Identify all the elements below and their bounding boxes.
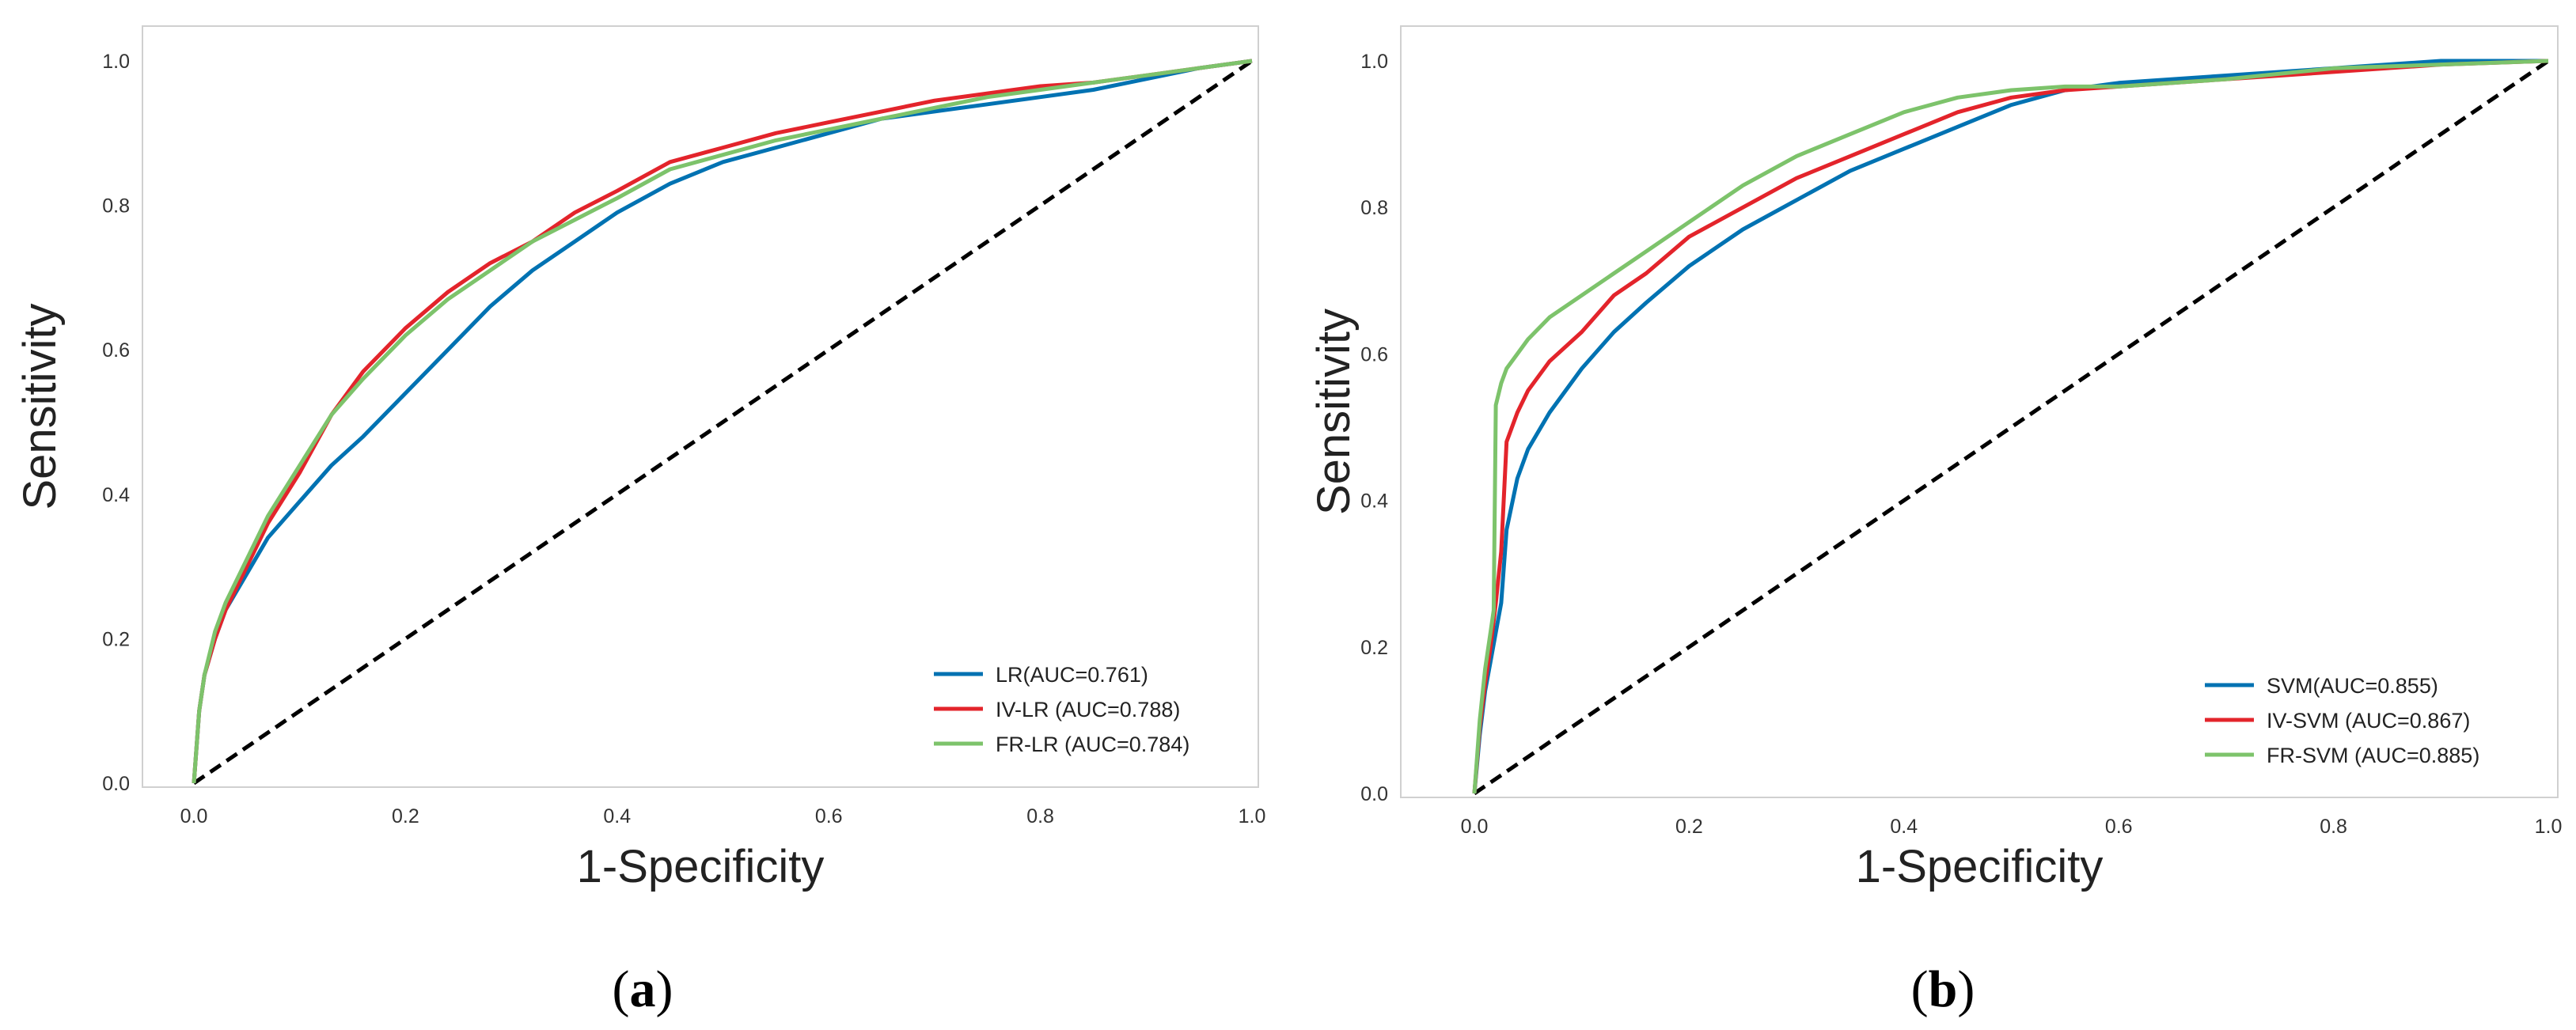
x-tick-label: 0.0: [1461, 816, 1489, 838]
x-axis-label: 1-Specificity: [577, 841, 825, 892]
panel-caption-letter: a: [630, 960, 656, 1018]
y-tick-label: 0.2: [1360, 637, 1388, 659]
chart-panel-b: 0.0 0.2 0.4 0.6 0.8 1.0 0.0 0.2 0.4 0.6 0.8 1.0 1-Sp…: [1308, 25, 2563, 1018]
y-tick-label: 0.2: [102, 628, 130, 650]
x-tick-label: 0.8: [2320, 816, 2347, 838]
y-tick-label: 0.8: [102, 195, 130, 218]
x-tick-label: 0.2: [1675, 816, 1703, 838]
y-tick-label: 0.8: [1360, 197, 1388, 219]
legend-entry-label: IV-LR (AUC=0.788): [996, 698, 1180, 721]
legend-entry-label: FR-LR (AUC=0.784): [996, 733, 1189, 756]
legend-entry-label: IV-SVM (AUC=0.867): [2267, 709, 2470, 733]
y-tick-label: 0.4: [1360, 490, 1388, 513]
x-tick-label: 1.0: [1239, 805, 1266, 827]
y-tick-label: 0.4: [102, 484, 130, 506]
y-axis-label: Sensitivity: [14, 303, 66, 509]
series-line: [192, 59, 1253, 784]
x-tick-label: 0.4: [1890, 816, 1918, 838]
x-tick-label: 0.4: [603, 805, 631, 827]
y-tick-label: 0.6: [102, 339, 130, 362]
panel-caption: (b): [1911, 960, 1975, 1018]
x-axis-label: 1-Specificity: [1856, 841, 2104, 892]
x-tick-label: 0.0: [180, 805, 208, 827]
legend-entry-label: LR(AUC=0.761): [996, 663, 1148, 687]
series-line: [1472, 59, 2548, 794]
y-tick-label: 0.0: [1360, 783, 1388, 805]
diagonal-reference-line: [192, 59, 1254, 786]
y-tick-label: 1.0: [102, 51, 130, 73]
plot-frame: [142, 25, 1259, 788]
x-tick-label: 0.6: [815, 805, 843, 827]
y-axis-label: Sensitivity: [1308, 309, 1360, 515]
panel-caption: (a): [613, 960, 673, 1018]
x-tick-label: 1.0: [2535, 816, 2563, 838]
x-tick-label: 0.6: [2105, 816, 2133, 838]
y-tick-label: 0.6: [1360, 343, 1388, 365]
x-tick-label: 0.8: [1026, 805, 1054, 827]
x-tick-label: 0.2: [392, 805, 419, 827]
series-line: [1472, 59, 2549, 794]
y-tick-label: 0.0: [102, 773, 130, 795]
panel-caption-letter: b: [1929, 960, 1958, 1018]
legend-entry-label: SVM(AUC=0.855): [2267, 674, 2438, 698]
y-tick-label: 1.0: [1360, 51, 1388, 73]
plot-frame: [1400, 25, 2559, 798]
legend-entry-label: FR-SVM (AUC=0.885): [2267, 744, 2479, 767]
series-line: [192, 59, 1253, 784]
chart-panel-a: 0.0 0.2 0.4 0.6 0.8 1.0 0.0 0.2 0.4 0.6 0.8 1.0 1-Sp…: [14, 25, 1266, 1018]
